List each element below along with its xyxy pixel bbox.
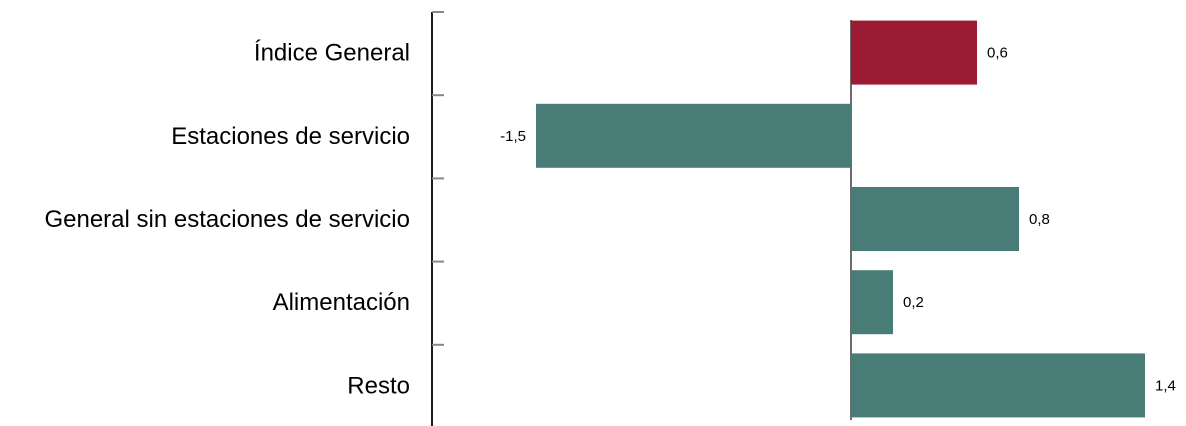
category-label: Índice General: [254, 40, 410, 67]
bar-5: [851, 353, 1145, 418]
bar-1: [851, 20, 977, 85]
bar-3: [851, 187, 1019, 251]
data-label: 0,2: [903, 294, 924, 311]
category-axis: [431, 11, 852, 426]
data-label: 1,4: [1155, 377, 1176, 394]
data-label: 0,8: [1029, 211, 1050, 228]
data-label: -1,5: [500, 128, 526, 145]
category-label: Resto: [347, 372, 410, 399]
category-label: General sin estaciones de servicio: [44, 206, 410, 233]
data-label: 0,6: [987, 45, 1008, 62]
labels: Índice General 0,6 Estaciones de servicio -…: [44, 40, 1175, 400]
bar-4: [851, 270, 893, 335]
category-label: Estaciones de servicio: [171, 123, 410, 150]
bar-2: [536, 103, 851, 168]
category-label: Alimentación: [273, 289, 410, 316]
bars: [536, 20, 1145, 418]
